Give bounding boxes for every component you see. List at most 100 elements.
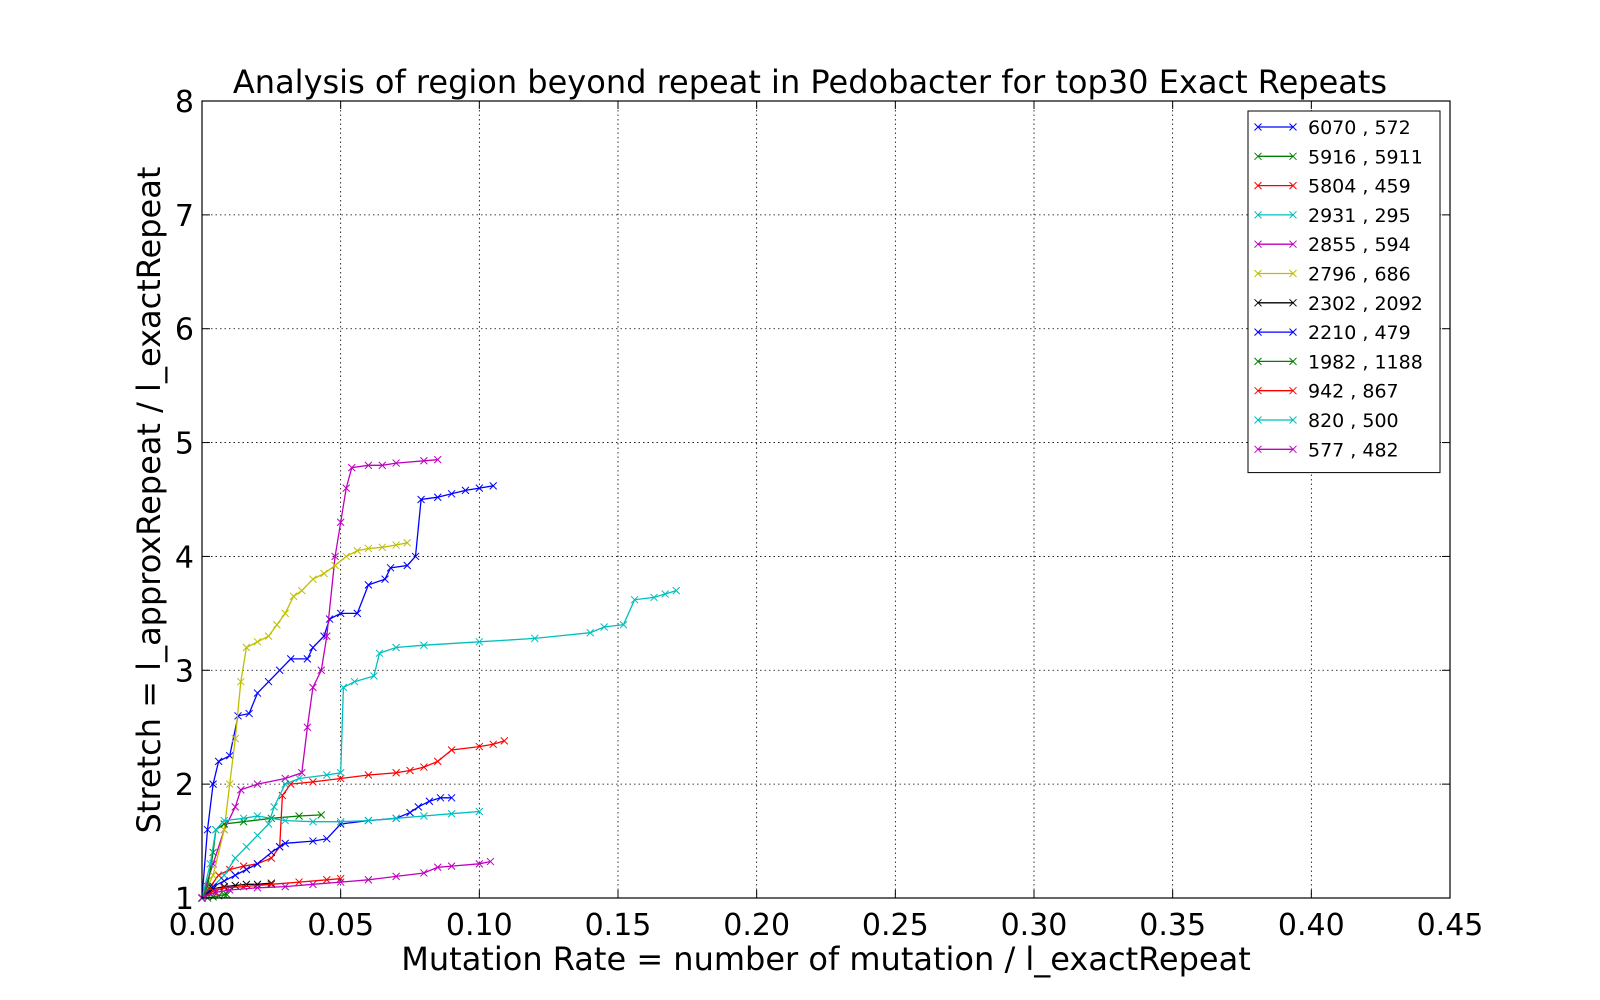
legend-label: 5804 , 459 [1308, 176, 1411, 198]
legend-swatch-marker [1289, 269, 1297, 278]
data-point-marker [309, 817, 317, 826]
legend-item: 2796 , 686 [1254, 264, 1411, 286]
legend-label: 6070 , 572 [1308, 117, 1411, 139]
data-point-marker [475, 742, 484, 751]
data-point-marker [297, 586, 306, 595]
data-point-marker [331, 561, 339, 570]
data-point-marker [289, 592, 298, 601]
data-point-marker [242, 643, 251, 652]
legend-item: 2210 , 479 [1254, 322, 1411, 344]
y-tick-label: 5 [175, 427, 194, 462]
data-point-marker [364, 461, 373, 470]
data-point-marker [447, 489, 456, 498]
data-point-marker [406, 766, 414, 775]
data-point-marker [220, 871, 229, 880]
data-point-marker [392, 541, 400, 549]
data-point-marker [297, 768, 306, 777]
data-point-marker [303, 723, 312, 732]
data-point-marker [420, 812, 428, 820]
data-point-marker [336, 878, 345, 886]
data-point-marker [447, 809, 456, 818]
data-point-marker [500, 737, 509, 745]
data-point-marker [281, 839, 290, 848]
series-line [201, 542, 408, 899]
data-point-marker [231, 871, 240, 880]
data-point-marker [433, 493, 442, 502]
legend-swatch-marker [1289, 211, 1297, 219]
legend-label: 2302 , 2092 [1308, 293, 1423, 315]
data-point-marker [309, 837, 317, 845]
data-point-marker [281, 774, 290, 783]
x-tick-label: 0.10 [446, 908, 513, 943]
legend-item: 2855 , 594 [1254, 234, 1411, 256]
data-point-marker [273, 620, 281, 629]
data-point-marker [275, 666, 284, 675]
data-point-marker [331, 552, 339, 561]
data-point-marker [386, 563, 395, 572]
data-point-marker [267, 879, 276, 888]
data-point-marker [600, 623, 608, 631]
legend-swatch-marker [1289, 181, 1297, 190]
y-tick-label: 7 [175, 199, 194, 234]
legend-label: 820 , 500 [1308, 410, 1399, 432]
x-axis-label: Mutation Rate = number of mutation / l_e… [401, 940, 1251, 978]
x-tick-label: 0.20 [723, 908, 790, 943]
plot-area-frame [201, 100, 1451, 899]
data-point-marker [317, 666, 326, 675]
data-point-marker [281, 882, 290, 891]
x-tick-label: 0.40 [1278, 908, 1345, 943]
x-tick-label: 0.25 [862, 908, 929, 943]
data-point-marker [336, 817, 345, 826]
data-point-marker [336, 609, 345, 618]
y-tick-label: 2 [175, 768, 194, 803]
legend-swatch-marker [1254, 328, 1262, 336]
data-point-marker [209, 887, 217, 896]
legend-swatch-marker [1254, 123, 1262, 131]
data-point-marker [253, 880, 262, 889]
data-point-marker [661, 590, 670, 598]
x-tick-label: 0.00 [169, 908, 236, 943]
legend-box [1247, 110, 1441, 474]
legend-swatch-marker [1289, 357, 1297, 366]
legend-swatch-marker [1289, 298, 1297, 307]
data-point-marker [206, 859, 215, 868]
legend-item: 577 , 482 [1254, 439, 1399, 461]
grid-lines [202, 101, 1450, 898]
data-point-marker [309, 778, 317, 786]
data-point-marker [253, 831, 262, 840]
data-point-marker [220, 890, 229, 899]
legend-label: 2210 , 479 [1308, 322, 1411, 344]
data-point-marker [203, 825, 212, 834]
legend-swatch-marker [1254, 269, 1262, 278]
legend-label: 2796 , 686 [1308, 264, 1411, 286]
x-tick-label: 0.30 [1001, 908, 1068, 943]
series-line [201, 860, 491, 899]
data-point-marker [489, 481, 498, 490]
data-point-marker [267, 854, 276, 863]
legend-swatch-marker [1254, 416, 1262, 424]
data-point-marker [447, 862, 456, 870]
legend-swatch-marker [1254, 181, 1262, 190]
data-point-marker [650, 593, 658, 602]
data-point-marker [364, 581, 373, 589]
data-point-marker [433, 863, 442, 872]
data-point-marker [239, 817, 248, 826]
data-point-marker [475, 484, 484, 492]
data-point-marker [253, 637, 262, 646]
data-point-marker [281, 816, 290, 825]
legend-swatch-marker [1254, 298, 1262, 307]
legend-item: 1982 , 1188 [1254, 351, 1423, 373]
data-point-marker [236, 677, 245, 686]
x-tick-label: 0.35 [1139, 908, 1206, 943]
data-point-marker [486, 857, 495, 866]
y-tick-label: 8 [175, 85, 194, 120]
legend-item: 2931 , 295 [1254, 205, 1411, 227]
data-point-marker [461, 486, 470, 495]
data-point-marker [336, 774, 345, 783]
data-point-marker [309, 683, 317, 692]
data-point-marker [353, 609, 362, 618]
data-point-marker [530, 634, 539, 643]
data-point-marker [309, 880, 317, 889]
data-point-marker [295, 812, 303, 820]
